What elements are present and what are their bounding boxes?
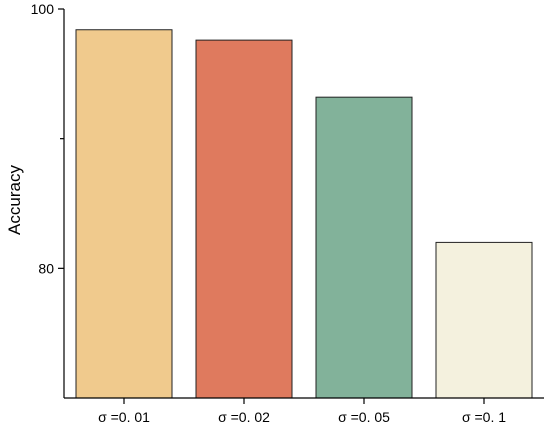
y-tick-label-1: 80	[38, 260, 54, 276]
bar-2	[195, 39, 293, 399]
bar-4	[435, 241, 533, 399]
y-axis-title: Accuracy	[5, 165, 24, 235]
y-tick-label-2: 100	[31, 1, 55, 17]
x-tick-label-3: σ =0. 05	[338, 409, 390, 425]
axes-group	[58, 8, 544, 404]
x-tick-label-2: σ =0. 02	[218, 409, 270, 425]
x-tick-label-1: σ =0. 01	[98, 409, 150, 425]
bar-3	[315, 96, 413, 399]
x-tick-label-4: σ =0. 1	[462, 409, 506, 425]
labels-group: Accuracy σ =0. 01 σ =0. 02 σ =0. 05 σ =0. 1…	[5, 1, 506, 425]
bar-1	[75, 29, 173, 399]
bars-group	[75, 29, 533, 399]
